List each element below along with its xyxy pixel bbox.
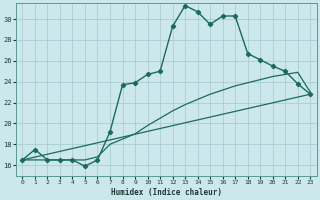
- X-axis label: Humidex (Indice chaleur): Humidex (Indice chaleur): [111, 188, 222, 197]
